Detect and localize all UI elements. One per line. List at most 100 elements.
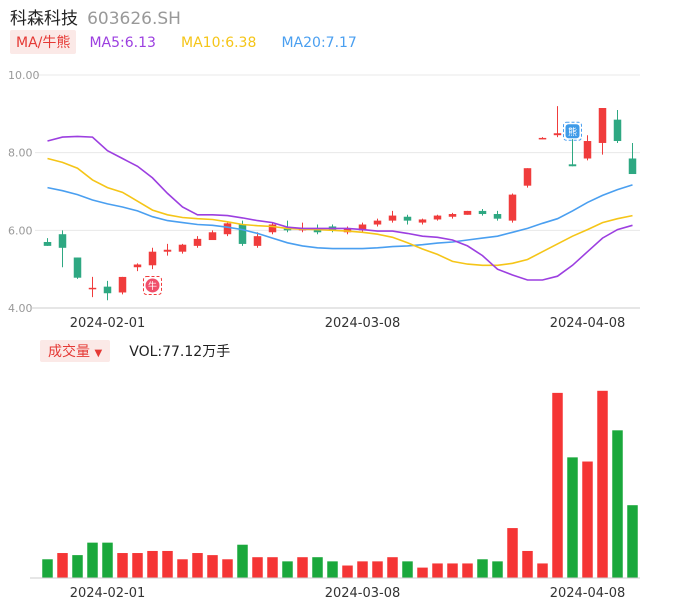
- candle-body: [628, 158, 637, 175]
- candle-body: [388, 215, 397, 221]
- volume-bar: [492, 561, 503, 578]
- candle-body: [43, 241, 52, 246]
- volume-bar: [192, 553, 203, 578]
- volume-bar: [432, 563, 443, 578]
- candle-body: [523, 168, 532, 186]
- ma-legend: MA/牛熊 MA5:6.13 MA10:6.38 MA20:7.17: [10, 30, 377, 54]
- volume-bar: [117, 553, 128, 578]
- candle-body: [598, 108, 607, 143]
- volume-bar: [312, 557, 323, 578]
- volume-label: 成交量: [48, 344, 90, 360]
- y-tick-label: 10.00: [8, 69, 40, 82]
- candle-body: [253, 236, 262, 246]
- volume-bar: [612, 430, 623, 578]
- volume-bar: [252, 557, 263, 578]
- volume-bar: [342, 565, 353, 578]
- bear-marker-frame: [563, 121, 582, 141]
- volume-indicator-button[interactable]: 成交量 ▼: [40, 340, 111, 362]
- y-tick-label: 4.00: [8, 302, 33, 315]
- candle-body: [358, 224, 367, 231]
- volume-bar: [417, 567, 428, 578]
- volume-bar: [462, 563, 473, 578]
- ma5-line: [47, 135, 633, 281]
- candle-body: [433, 215, 442, 220]
- volume-bar: [327, 561, 338, 578]
- candle-body: [178, 244, 187, 252]
- volume-bar: [57, 553, 68, 578]
- volume-bar: [177, 559, 188, 578]
- volume-x-tick-label: 2024-03-08: [325, 586, 401, 601]
- candle-body: [418, 219, 427, 223]
- candle-body: [403, 216, 412, 221]
- volume-bar: [297, 557, 308, 578]
- bear-marker-label: 熊: [568, 126, 577, 138]
- volume-bar: [282, 561, 293, 578]
- candle-body: [373, 220, 382, 225]
- candle-body: [73, 257, 82, 278]
- volume-bar: [207, 555, 218, 578]
- volume-bar: [567, 457, 578, 578]
- ma10-line: [47, 157, 633, 267]
- volume-bar: [372, 561, 383, 578]
- volume-value: VOL:77.12万手: [129, 344, 231, 360]
- volume-bar: [537, 563, 548, 578]
- volume-bar: [87, 542, 98, 578]
- bull-marker-icon: [145, 278, 160, 293]
- volume-bar: [147, 550, 158, 578]
- candle-body: [448, 214, 457, 217]
- candle-body: [493, 214, 502, 219]
- volume-bar: [162, 550, 173, 578]
- candle-body: [133, 264, 142, 268]
- ma5-legend: MA5:6.13: [89, 35, 156, 51]
- candle-body: [58, 234, 67, 248]
- candle-body: [193, 238, 202, 246]
- dropdown-triangle-icon: ▼: [94, 348, 103, 359]
- candle-body: [583, 141, 592, 159]
- volume-bar: [552, 392, 563, 578]
- volume-bar: [132, 553, 143, 578]
- volume-bar: [447, 563, 458, 578]
- candle-body: [88, 287, 97, 290]
- candle-body: [208, 232, 217, 241]
- volume-x-tick-label: 2024-04-08: [550, 586, 626, 601]
- volume-bar: [387, 557, 398, 578]
- candle-body: [568, 164, 577, 167]
- x-tick-label: 2024-03-08: [325, 316, 401, 331]
- volume-bar: [237, 544, 248, 578]
- volume-bar: [222, 559, 233, 578]
- volume-header: 成交量 ▼ VOL:77.12万手: [40, 340, 230, 362]
- ma20-line: [47, 184, 633, 250]
- candle-body: [613, 119, 622, 142]
- candle-body: [238, 224, 247, 244]
- candle-body: [163, 249, 172, 252]
- volume-bar: [597, 390, 608, 578]
- volume-bar: [507, 528, 518, 578]
- ma20-legend: MA20:7.17: [281, 35, 357, 51]
- bear-marker-icon: [565, 124, 580, 139]
- candle-body: [553, 133, 562, 136]
- volume-bar: [627, 505, 638, 578]
- candle-body: [478, 210, 487, 215]
- stock-name: 科森科技: [10, 9, 78, 29]
- volume-bar: [357, 561, 368, 578]
- volume-bar: [582, 461, 593, 578]
- bull-marker-label: 牛: [148, 280, 157, 292]
- candle-body: [148, 251, 157, 266]
- x-tick-label: 2024-02-01: [70, 316, 146, 331]
- ma-indicator-button[interactable]: MA/牛熊: [10, 30, 77, 54]
- candle-body: [118, 276, 127, 293]
- x-tick-label: 2024-04-08: [550, 316, 626, 331]
- candle-body: [538, 137, 547, 140]
- volume-bar: [42, 559, 53, 578]
- volume-bar: [522, 550, 533, 578]
- ma10-legend: MA10:6.38: [181, 35, 257, 51]
- volume-bar: [102, 542, 113, 578]
- candle-body: [508, 194, 517, 221]
- candle-body: [283, 228, 292, 231]
- y-tick-label: 6.00: [8, 224, 33, 237]
- candle-body: [463, 210, 472, 215]
- candle-body: [268, 224, 277, 233]
- volume-x-tick-label: 2024-02-01: [70, 586, 146, 601]
- candle-body: [103, 286, 112, 294]
